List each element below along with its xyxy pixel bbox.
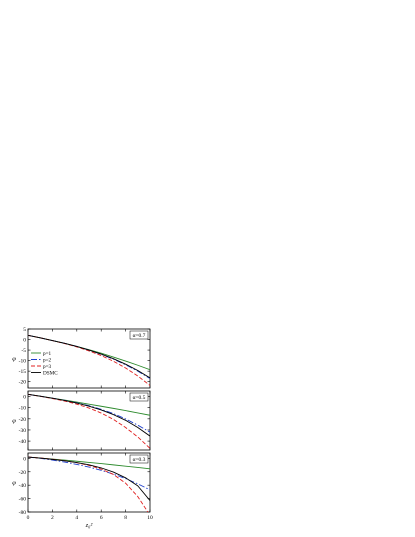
annotation-label: α=0.7	[133, 333, 146, 339]
annotation-box	[129, 454, 149, 464]
annotation-box	[129, 330, 149, 340]
y-axis-label: φ	[12, 480, 16, 487]
y-tick-label: -10	[19, 359, 27, 365]
y-tick-label: -10	[19, 406, 27, 412]
y-tick-label: -80	[19, 510, 27, 516]
y-tick-label: 0	[23, 395, 26, 401]
annotation-label: α=0.3	[133, 457, 146, 463]
y-tick-label: -40	[19, 483, 27, 489]
x-tick-label: 6	[100, 515, 103, 521]
legend-label: p=1	[43, 351, 52, 357]
x-tick-label: 8	[124, 515, 127, 521]
annotation-label: α=0.5	[133, 395, 146, 401]
plot-frame	[27, 390, 151, 451]
plot-frame	[27, 328, 151, 389]
x-axis-label: z₀²	[85, 522, 94, 529]
annotation-box	[129, 392, 149, 402]
y-axis-label: φ	[12, 356, 16, 363]
y-tick-label: -20	[19, 380, 27, 386]
y-tick-label: -20	[19, 417, 27, 423]
y-tick-label: -5	[21, 348, 26, 354]
y-tick-label: 5	[23, 327, 26, 333]
legend-label: DSMC	[43, 371, 58, 377]
plot-frame	[27, 452, 151, 513]
chart-panel-2: 0 -10 -20 -30 -40 φ α=0.5	[12, 390, 151, 451]
y-tick-label: 0	[23, 456, 26, 462]
y-tick-label: 0	[23, 338, 26, 344]
x-tick-label: 10	[147, 515, 153, 521]
y-tick-label: -40	[19, 439, 27, 445]
series-line-p3	[28, 393, 150, 449]
series-line-dsmc	[28, 456, 150, 501]
x-tick-label: 0	[27, 515, 30, 521]
legend-label: p=2	[43, 358, 52, 364]
chart-panel-3: 0 2 4 6 8 10 0 -20 -40 -60 -80 φ α=0.3 z₀²	[12, 452, 153, 529]
series-line-dsmc	[28, 393, 150, 437]
x-tick-label: 2	[51, 515, 54, 521]
x-tick-label: 4	[75, 515, 78, 521]
series-line-dsmc	[28, 334, 150, 379]
y-tick-label: -20	[19, 470, 27, 476]
y-tick-label: -60	[19, 497, 27, 503]
y-axis-label: φ	[12, 418, 16, 425]
series-line-p3	[28, 456, 149, 512]
legend-label: p=3	[43, 364, 52, 370]
y-tick-label: -15	[19, 369, 27, 375]
y-tick-label: -30	[19, 428, 27, 434]
